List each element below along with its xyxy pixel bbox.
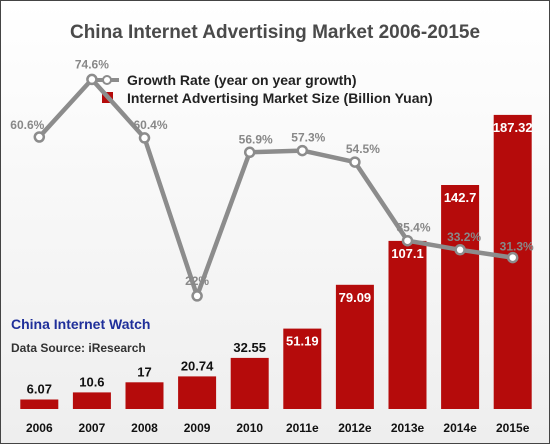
bar-value-label-2014e: 142.7 xyxy=(444,190,477,205)
growth-point-2011e xyxy=(296,144,309,157)
bar-2008 xyxy=(125,382,164,409)
growth-point-2007 xyxy=(86,73,98,86)
growth-label-2008: 60.4% xyxy=(133,118,167,132)
bar-value-label-2009: 20.74 xyxy=(181,358,214,373)
growth-point-2015e xyxy=(506,251,519,264)
growth-point-2008 xyxy=(138,132,151,144)
growth-rate-line xyxy=(37,77,515,299)
x-tick-label-2010: 2010 xyxy=(236,421,263,435)
growth-point-2013e xyxy=(401,234,414,247)
bar-value-label-2006: 6.07 xyxy=(27,382,52,397)
growth-label-2012e: 54.5% xyxy=(346,142,380,156)
bar-value-label-2008: 17 xyxy=(137,364,151,379)
bar-2009 xyxy=(178,376,217,409)
growth-point-2012e xyxy=(349,156,361,168)
bar-series: 6.07 10.6 17 20.74 32.55 51.19 79.09 107.1 142.7… xyxy=(20,114,533,410)
x-tick-label-2007: 2007 xyxy=(79,421,106,435)
growth-point-2009 xyxy=(191,290,203,302)
x-tick-label-2011e: 2011e xyxy=(286,421,319,435)
bar-value-label-2015e: 187.32 xyxy=(493,120,533,135)
growth-point-2014e xyxy=(454,244,466,256)
bar-value-label-2011e: 51.19 xyxy=(286,334,319,349)
x-tick-label-2014e: 2014e xyxy=(443,421,477,435)
x-tick-label-2006: 2006 xyxy=(26,421,53,435)
growth-label-2006: 60.6% xyxy=(10,118,44,132)
bar-2014e xyxy=(441,185,480,409)
bar-2007 xyxy=(72,392,111,409)
bar-2013e xyxy=(388,240,427,409)
x-tick-label-2009: 2009 xyxy=(184,421,211,435)
growth-label-2010: 56.9% xyxy=(239,132,273,146)
bar-value-label-2007: 10.6 xyxy=(79,374,104,389)
growth-label-2011e: 57.3% xyxy=(291,131,325,145)
legend-item-market-size: Internet Advertising Market Size (Billio… xyxy=(102,90,433,106)
growth-label-2015e: 31.3% xyxy=(500,240,534,254)
x-axis: 2006 2007 2008 2009 2010 2011e 2012e 2013e 2014e… xyxy=(26,421,530,435)
growth-label-2007: 74.6% xyxy=(75,57,109,71)
growth-label-2013e: 35.4% xyxy=(396,221,430,235)
growth-label-2014e: 33.2% xyxy=(447,230,481,244)
bar-2012e xyxy=(335,284,374,409)
x-tick-label-2008: 2008 xyxy=(131,421,158,435)
legend: Growth Rate (year on year growth) Intern… xyxy=(95,72,433,106)
growth-line-series: 60.6% 74.6% 60.4% 22% 56.9% 57.3% 54.5% 35.4% 33… xyxy=(10,57,534,302)
bar-value-label-2010: 32.55 xyxy=(233,340,266,355)
x-tick-label-2013e: 2013e xyxy=(391,421,425,435)
legend-label-market-size: Internet Advertising Market Size (Billio… xyxy=(127,90,433,106)
bar-2006 xyxy=(20,399,59,409)
bar-2011e xyxy=(283,328,322,409)
growth-point-2006 xyxy=(33,131,46,143)
legend-item-growth-rate: Growth Rate (year on year growth) xyxy=(95,72,356,88)
bar-value-label-2012e: 79.09 xyxy=(339,290,372,305)
x-tick-label-2015e: 2015e xyxy=(496,421,530,435)
growth-label-2009: 22% xyxy=(185,274,209,288)
growth-point-2010 xyxy=(243,146,256,159)
x-tick-label-2012e: 2012e xyxy=(338,421,372,435)
bar-value-label-2013e: 107.1 xyxy=(391,246,424,261)
chart-title: China Internet Advertising Market 2006-2… xyxy=(70,22,480,43)
data-source-text: Data Source: iResearch xyxy=(11,341,146,355)
bar-2010 xyxy=(230,357,269,409)
watermark-text: China Internet Watch xyxy=(11,316,151,332)
legend-label-growth-rate: Growth Rate (year on year growth) xyxy=(127,72,356,88)
legend-marker-swatch xyxy=(102,75,112,85)
